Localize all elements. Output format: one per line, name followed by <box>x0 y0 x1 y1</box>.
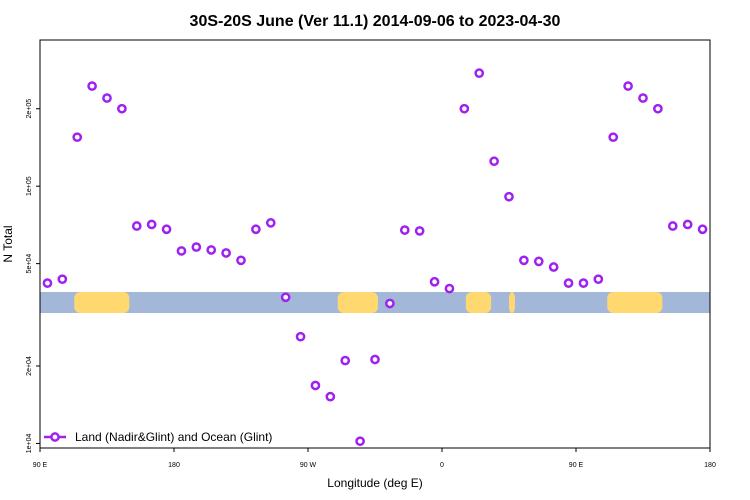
data-point <box>236 255 246 266</box>
data-point <box>444 283 455 294</box>
data-point <box>340 355 351 366</box>
data-point <box>176 246 187 256</box>
data-point <box>459 103 470 114</box>
data-point <box>146 219 157 230</box>
y-tick-label: 5e+04 <box>26 254 33 274</box>
x-tick-label: 90 E <box>569 462 584 469</box>
x-tick-label: 90 E <box>33 462 48 469</box>
data-point <box>399 225 410 235</box>
y-tick-label: 2e+04 <box>26 356 33 376</box>
data-points <box>42 68 708 447</box>
data-point <box>131 221 142 231</box>
x-tick-label: 180 <box>704 462 716 469</box>
data-point <box>57 274 68 285</box>
x-axis: 90 E 180 90 W 0 90 E 180 <box>33 448 716 469</box>
x-tick-label: 0 <box>440 462 444 469</box>
data-point <box>325 391 336 402</box>
map-land-region <box>337 292 378 313</box>
data-point <box>548 262 559 272</box>
map-land <box>74 292 663 313</box>
y-tick-label: 1e+05 <box>26 176 33 196</box>
data-point <box>206 245 217 255</box>
data-point <box>697 224 708 235</box>
x-axis-label: Longitude (deg E) <box>327 476 422 490</box>
data-point <box>533 256 544 267</box>
y-axis-label: N Total <box>1 225 15 262</box>
map-strip <box>40 292 710 313</box>
data-point <box>429 276 440 287</box>
data-point <box>653 103 663 114</box>
legend: Land (Nadir&Glint) and Ocean (Glint) <box>44 430 272 444</box>
data-point <box>682 219 693 230</box>
data-point <box>608 132 619 143</box>
y-axis: 1e+04 2e+04 5e+04 1e+05 2e+05 <box>26 99 40 453</box>
legend-marker <box>50 432 60 442</box>
map-land-region <box>509 292 515 313</box>
data-point <box>667 221 678 231</box>
data-point <box>385 298 395 309</box>
data-point <box>191 242 202 252</box>
data-point <box>370 354 380 365</box>
data-point <box>102 93 112 103</box>
data-point <box>563 278 574 288</box>
data-point <box>117 103 127 114</box>
data-point <box>504 191 514 202</box>
data-point <box>593 274 604 285</box>
data-point <box>638 93 648 103</box>
map-land-region <box>607 292 663 313</box>
data-point <box>265 218 276 228</box>
data-point <box>310 380 321 391</box>
data-point <box>519 255 529 266</box>
data-point <box>161 224 172 235</box>
plot-frame <box>39 39 711 449</box>
x-tick-label: 180 <box>168 462 180 469</box>
data-point <box>474 68 485 79</box>
map-land-region <box>465 292 492 313</box>
data-point <box>355 436 365 447</box>
data-point <box>489 156 499 167</box>
data-point <box>578 278 589 288</box>
legend-label: Land (Nadir&Glint) and Ocean (Glint) <box>75 430 272 444</box>
chart-title: 30S-20S June (Ver 11.1) 2014-09-06 to 20… <box>190 13 561 30</box>
x-tick-label: 90 W <box>300 462 317 469</box>
data-point <box>72 132 83 143</box>
data-point <box>623 81 633 91</box>
map-land-region <box>74 292 130 313</box>
data-point <box>251 224 261 235</box>
data-point <box>42 278 53 288</box>
y-tick-label: 1e+04 <box>26 434 33 454</box>
data-point <box>221 248 231 258</box>
data-point <box>414 226 425 236</box>
data-point <box>295 331 306 342</box>
y-tick-label: 2e+05 <box>26 99 33 119</box>
data-point <box>87 81 97 91</box>
data-point <box>280 292 291 303</box>
